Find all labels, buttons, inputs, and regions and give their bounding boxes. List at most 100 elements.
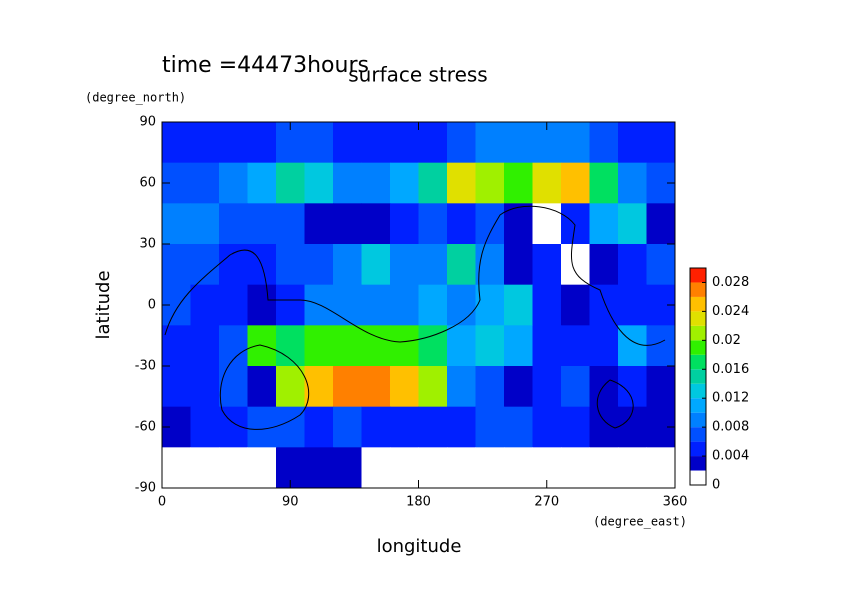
field-cell [447, 162, 476, 204]
field-cell [418, 406, 448, 448]
field-cell [361, 162, 391, 204]
field-cell [532, 284, 562, 326]
colorbar-band [690, 441, 706, 457]
colorbar-band [690, 325, 706, 341]
field-cell [276, 244, 305, 286]
field-cell [532, 406, 562, 448]
field-cell [190, 447, 220, 489]
field-cell [276, 162, 305, 204]
field-cell [390, 366, 419, 408]
field-cell [276, 284, 305, 326]
colorbar-band [690, 412, 706, 428]
field-cell [447, 447, 476, 489]
field-cell [589, 122, 619, 164]
field-cell [504, 325, 533, 367]
colorbar-band [690, 268, 706, 283]
colorbar-tick-label: 0.012 [712, 391, 749, 406]
field-cell [561, 406, 590, 448]
field-cell [390, 447, 419, 489]
field-cell [589, 447, 619, 489]
y-axis-label: latitude [93, 270, 114, 339]
field-cell [475, 122, 505, 164]
field-cell [361, 244, 391, 286]
colorbar-band [690, 470, 706, 485]
field-cell [504, 122, 533, 164]
field-cell [333, 244, 362, 286]
field-cell [589, 325, 619, 367]
field-cell [219, 366, 248, 408]
field-cell [219, 244, 248, 286]
x-unit: (degree_east) [593, 515, 687, 529]
field-cell [247, 203, 277, 245]
field-cell [561, 122, 590, 164]
field-cell [475, 162, 505, 204]
field-cell [219, 162, 248, 204]
field-cell [333, 406, 362, 448]
field-cell [361, 203, 391, 245]
colorbar-tick-label: 0.016 [712, 362, 749, 377]
field-cell [646, 203, 676, 245]
field-cell [618, 447, 647, 489]
x-tick-label: 270 [534, 495, 559, 510]
colorbar-band [690, 340, 706, 355]
field-cell [304, 244, 334, 286]
colorbar-band [690, 354, 706, 370]
field-cell [418, 447, 448, 489]
field-cell [418, 366, 448, 408]
field-cell [504, 203, 533, 245]
field-cell [561, 366, 590, 408]
chart-title: surface stress [348, 63, 487, 87]
field-cell [390, 162, 419, 204]
colorbar-band [690, 282, 706, 297]
field-cell [418, 203, 448, 245]
field-cell [504, 447, 533, 489]
field-cell [504, 244, 533, 286]
colorbar-band [690, 398, 706, 413]
field-cell [475, 447, 505, 489]
colorbar-frame [689, 267, 707, 486]
field-cell [447, 325, 476, 367]
colorbar-tick-label: 0.02 [712, 333, 741, 348]
y-tick-label: 30 [139, 237, 156, 252]
field-cell [504, 284, 533, 326]
field-cell [646, 325, 676, 367]
field-cell [333, 122, 362, 164]
field-cell [390, 203, 419, 245]
field-cell [276, 366, 305, 408]
x-tick-label: 180 [406, 495, 431, 510]
field-cell [304, 447, 334, 489]
field-cell [190, 203, 220, 245]
field-cell [361, 366, 391, 408]
field-cell [390, 122, 419, 164]
field-cell [532, 325, 562, 367]
field-cell [618, 406, 647, 448]
field-cell [418, 162, 448, 204]
field-cell [618, 284, 647, 326]
field-cell [532, 366, 562, 408]
field-cell [618, 203, 647, 245]
field-cell [475, 284, 505, 326]
field-cell [646, 122, 676, 164]
colorbar-band [690, 311, 706, 326]
field-cell [561, 162, 590, 204]
field-cell [190, 406, 220, 448]
field-cell [219, 325, 248, 367]
colorbar-tick-label: 0.028 [712, 275, 749, 290]
field-cell [162, 366, 191, 408]
field-cell [475, 406, 505, 448]
field-cell [561, 244, 590, 286]
y-unit: (degree_north) [85, 91, 186, 105]
field-cell [361, 122, 391, 164]
colorbar-band [690, 369, 706, 384]
field-cell [219, 122, 248, 164]
field-cell [418, 122, 448, 164]
field-cell [304, 325, 334, 367]
field-cell [219, 284, 248, 326]
field-cell [162, 325, 191, 367]
field-cell [561, 284, 590, 326]
field-cell [304, 122, 334, 164]
field-cell [304, 284, 334, 326]
field-cell [333, 447, 362, 489]
